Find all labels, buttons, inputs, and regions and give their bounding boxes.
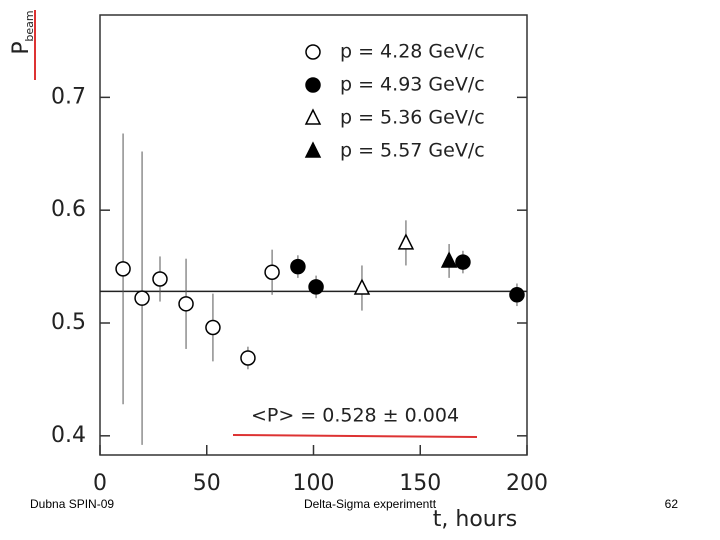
reference-label: <P> = 0.528 ± 0.004 — [251, 405, 459, 427]
data-point — [264, 264, 280, 280]
legend-label: p = 5.36 GeV/c — [340, 107, 485, 129]
legend-marker — [304, 141, 322, 158]
data-point — [440, 251, 458, 268]
data-point — [290, 258, 306, 275]
footer-left: Dubna SPIN-09 — [30, 497, 114, 511]
legend-label: p = 4.93 GeV/c — [340, 74, 485, 96]
y-tick-label: 0.7 — [51, 84, 86, 109]
data-point — [455, 254, 471, 270]
y-label-sub: beam — [23, 10, 36, 41]
legend-marker — [305, 77, 321, 93]
data-point — [509, 287, 525, 303]
x-tick-label: 100 — [293, 471, 335, 496]
y-label-main: P — [9, 41, 34, 54]
data-point — [353, 278, 371, 295]
y-axis-label: P beam — [9, 10, 36, 54]
x-tick-label: 50 — [193, 471, 221, 496]
y-tick-label: 0.6 — [51, 197, 86, 222]
data-point — [178, 296, 194, 312]
x-tick-label: 150 — [399, 471, 441, 496]
x-tick-label: 0 — [93, 471, 107, 496]
footer-center: Delta-Sigma experimentt — [304, 497, 437, 511]
legend-label: p = 5.57 GeV/c — [340, 140, 485, 162]
data-point — [115, 261, 131, 277]
data-point — [134, 290, 150, 306]
x-axis-label: t, hours — [433, 507, 517, 532]
y-tick-label: 0.4 — [51, 423, 86, 448]
page-number: 62 — [665, 497, 679, 511]
data-point — [397, 233, 415, 250]
x-tick-label: 200 — [506, 471, 548, 496]
y-tick-label: 0.5 — [51, 310, 86, 335]
legend-label: p = 4.28 GeV/c — [340, 41, 485, 63]
red-underline — [232, 434, 478, 438]
data-point — [308, 279, 324, 295]
data-point — [205, 319, 221, 336]
data-point — [240, 350, 256, 366]
legend-marker — [305, 44, 321, 60]
legend-marker — [304, 108, 322, 125]
data-point — [152, 271, 168, 287]
